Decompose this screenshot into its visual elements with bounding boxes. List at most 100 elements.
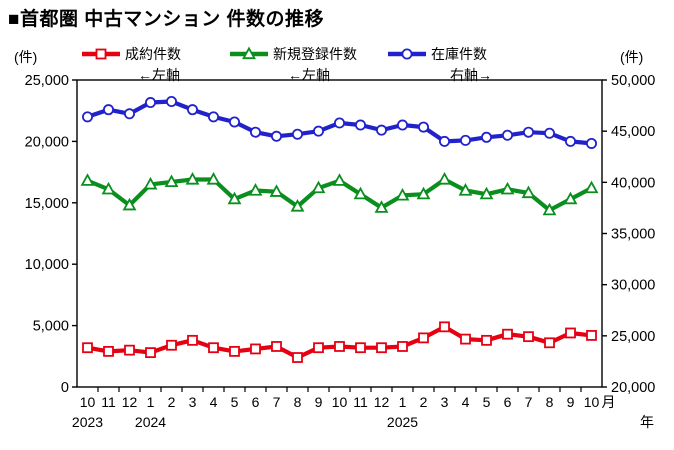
square-marker — [334, 341, 345, 352]
triangle-marker — [242, 46, 256, 60]
triangle-marker — [164, 174, 179, 188]
legend-note-left-axis: ←左軸 — [288, 67, 330, 83]
triangle-marker — [185, 172, 200, 185]
triangle-marker — [500, 181, 515, 195]
circle-marker — [249, 126, 261, 138]
triangle-marker — [353, 186, 368, 200]
circle-marker — [144, 97, 156, 109]
x-tick-label: 3 — [189, 394, 197, 410]
x-tick-label: 5 — [483, 394, 491, 410]
left-axis-tick-label: 10,000 — [25, 257, 69, 273]
circle-marker — [207, 111, 219, 123]
triangle-marker — [80, 173, 95, 186]
x-tick-label: 7 — [273, 394, 281, 410]
square-marker — [95, 48, 107, 60]
legend-label: 新規登録件数 — [273, 46, 357, 62]
square-marker — [82, 342, 93, 354]
square-marker — [439, 321, 450, 333]
circle-marker — [586, 137, 598, 149]
triangle-marker — [143, 176, 158, 190]
square-marker — [418, 332, 429, 344]
square-marker — [166, 339, 177, 351]
triangle-marker — [122, 197, 137, 211]
x-tick-label: 8 — [294, 394, 302, 410]
legend-note-left-axis: ←左軸 — [138, 67, 180, 83]
square-marker — [565, 327, 576, 339]
circle-marker — [228, 116, 240, 128]
x-tick-label: 10 — [80, 394, 96, 410]
square-marker — [502, 328, 513, 340]
circle-marker — [544, 127, 556, 139]
triangle-marker — [563, 191, 578, 205]
circle-marker — [354, 119, 366, 131]
x-tick-label: 10 — [332, 394, 348, 410]
triangle-marker — [290, 199, 305, 212]
square-marker — [250, 343, 261, 355]
left-axis-tick-label: 25,000 — [25, 73, 69, 89]
square-marker — [544, 337, 555, 349]
triangle-marker — [437, 172, 452, 185]
left-axis-tick-label: 0 — [61, 380, 69, 396]
circle-marker — [312, 125, 324, 137]
triangle-marker — [332, 173, 347, 186]
circle-marker — [396, 119, 408, 131]
square-marker — [376, 342, 387, 354]
triangle-marker — [206, 172, 221, 185]
x-tick-label: 6 — [252, 394, 260, 410]
circle-marker — [523, 126, 535, 138]
right-axis-tick-label: 25,000 — [611, 329, 655, 345]
circle-marker — [82, 111, 94, 123]
x-tick-label: 4 — [462, 394, 470, 410]
square-marker — [208, 342, 219, 354]
right-axis-tick-label: 35,000 — [611, 227, 655, 243]
circle-marker — [501, 129, 513, 141]
x-tick-label: 7 — [525, 394, 533, 410]
triangle-marker — [416, 186, 431, 200]
square-marker — [460, 333, 471, 345]
x-tick-label: 6 — [504, 394, 512, 410]
right-axis-tick-label: 20,000 — [611, 380, 655, 396]
x-axis-year-label: 2023 — [72, 414, 103, 430]
right-axis-tick-label: 30,000 — [611, 278, 655, 294]
page-title: ■首都圏 中古マンション 件数の推移 — [8, 9, 325, 30]
circle-marker — [291, 128, 303, 140]
legend-label: 成約件数 — [125, 46, 181, 62]
circle-marker — [459, 134, 471, 146]
triangle-marker — [311, 180, 326, 194]
circle-marker — [375, 124, 387, 136]
triangle-marker — [521, 185, 536, 199]
x-tick-label: 12 — [374, 394, 390, 410]
left-axis-unit: (件) — [14, 49, 38, 65]
legend-note-right-axis: 右軸→ — [450, 67, 492, 83]
circle-marker — [186, 104, 198, 116]
triangle-marker — [458, 183, 473, 196]
circle-marker — [480, 131, 492, 143]
right-axis-tick-label: 45,000 — [611, 124, 655, 140]
circle-marker — [417, 121, 429, 133]
triangle-marker — [227, 191, 242, 205]
right-axis-unit: (件) — [620, 49, 644, 65]
triangle-marker — [101, 181, 116, 195]
x-tick-label: 2 — [420, 394, 428, 410]
square-marker — [313, 342, 324, 354]
circle-marker — [165, 95, 177, 107]
x-axis-year-suffix: 年 — [640, 414, 654, 430]
left-axis-tick-label: 5,000 — [33, 319, 69, 335]
x-tick-label: 11 — [353, 394, 368, 410]
square-marker — [229, 345, 240, 357]
circle-marker — [103, 104, 115, 116]
square-marker — [124, 344, 135, 356]
circle-marker — [270, 130, 282, 142]
x-tick-label: 1 — [399, 394, 407, 410]
square-marker — [103, 345, 114, 357]
square-marker — [586, 330, 597, 341]
legend-label: 在庫件数 — [431, 46, 487, 62]
left-axis-tick-label: 15,000 — [25, 196, 69, 212]
legend-circle-marker-icon — [388, 48, 426, 60]
circle-marker — [333, 117, 345, 129]
triangle-marker — [479, 186, 494, 200]
left-axis-tick-label: 20,000 — [25, 134, 69, 150]
triangle-marker — [542, 202, 557, 216]
